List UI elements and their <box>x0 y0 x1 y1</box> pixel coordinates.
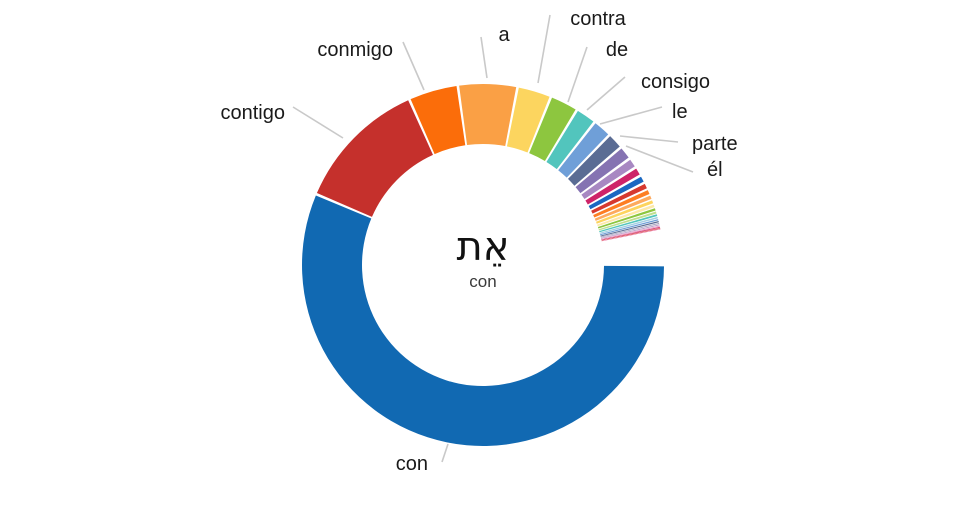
slice-t16[interactable] <box>600 224 660 239</box>
slice-t10[interactable] <box>598 211 657 231</box>
leader-line-el <box>625 145 694 173</box>
leader-line-contigo <box>292 106 344 139</box>
slice-conmigo[interactable] <box>410 85 466 155</box>
slice-label-contigo: contigo <box>221 102 286 124</box>
slice-t1[interactable] <box>581 159 635 200</box>
slice-de[interactable] <box>529 97 576 162</box>
slice-a[interactable] <box>459 84 517 147</box>
slice-t7[interactable] <box>596 200 654 224</box>
slice-label-consigo: consigo <box>641 71 710 93</box>
slice-t18[interactable] <box>601 226 661 241</box>
slice-t9[interactable] <box>597 208 656 229</box>
slice-label-conmigo: conmigo <box>317 39 393 61</box>
slice-t3[interactable] <box>588 176 644 210</box>
slice-t2[interactable] <box>585 168 640 205</box>
slice-t15[interactable] <box>600 222 660 238</box>
slice-label-de: de <box>606 39 628 61</box>
slice-contra[interactable] <box>506 87 550 153</box>
slice-t20[interactable] <box>601 228 661 242</box>
leader-line-de <box>567 46 588 103</box>
slice-label-le: le <box>672 101 688 123</box>
slice-label-el: él <box>707 159 723 181</box>
slice-parte[interactable] <box>567 136 620 186</box>
slice-t5[interactable] <box>593 190 650 218</box>
slice-contigo[interactable] <box>316 100 433 217</box>
slice-t4[interactable] <box>591 183 647 214</box>
slice-consigo[interactable] <box>546 110 594 170</box>
slice-el[interactable] <box>575 148 629 194</box>
slice-t12[interactable] <box>599 216 658 234</box>
leader-line-consigo <box>586 76 626 111</box>
slice-label-con: con <box>396 453 428 475</box>
slice-t17[interactable] <box>601 225 660 240</box>
leader-line-parte <box>619 135 679 143</box>
slice-t14[interactable] <box>600 221 659 237</box>
slice-label-a: a <box>498 24 510 46</box>
slice-label-parte: parte <box>692 133 738 155</box>
leader-line-con <box>441 443 449 463</box>
slice-t6[interactable] <box>594 195 652 221</box>
slice-le[interactable] <box>558 123 609 178</box>
leader-line-conmigo <box>402 41 425 91</box>
slice-con[interactable] <box>302 195 664 446</box>
leader-line-contra <box>537 14 551 84</box>
leader-line-le <box>599 106 663 125</box>
slice-label-contra: contra <box>570 8 626 30</box>
slice-t19[interactable] <box>601 227 661 241</box>
slice-t11[interactable] <box>599 214 658 233</box>
slice-t8[interactable] <box>597 204 655 227</box>
slice-t13[interactable] <box>600 219 659 236</box>
leader-line-a <box>480 36 488 79</box>
